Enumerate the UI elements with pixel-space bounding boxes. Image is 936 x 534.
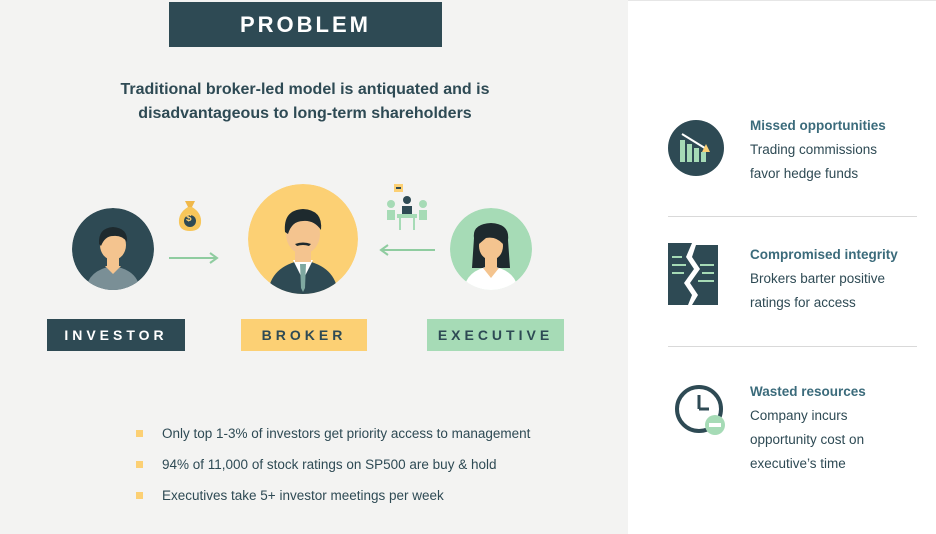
- meeting-icon: [385, 184, 429, 230]
- issue-text: Company incurs: [750, 408, 848, 423]
- bullet-text: 94% of 11,000 of stock ratings on SP500 …: [162, 457, 497, 472]
- broker-person-icon: [248, 184, 358, 294]
- investor-label: INVESTOR: [47, 319, 185, 351]
- issue-title: Compromised integrity: [750, 247, 898, 262]
- issue-title: Missed opportunities: [750, 118, 886, 133]
- issue-text: ratings for access: [750, 295, 856, 310]
- subtitle-line-2: disadvantageous to long-term shareholder…: [138, 105, 472, 122]
- bullet-text: Executives take 5+ investor meetings per…: [162, 488, 444, 503]
- issue-title: Wasted resources: [750, 384, 866, 399]
- title-banner: PROBLEM: [169, 2, 442, 47]
- bullet-square-icon: [136, 461, 143, 468]
- broker-avatar: [248, 184, 358, 294]
- issue-text: favor hedge funds: [750, 166, 859, 181]
- subtitle: Traditional broker-led model is antiquat…: [100, 78, 510, 126]
- executive-person-icon: [450, 208, 532, 290]
- executive-avatar: [450, 208, 532, 290]
- declining-chart-icon: [668, 120, 724, 176]
- arrow-to-broker: [168, 251, 220, 264]
- investor-person-icon: [72, 208, 154, 290]
- broker-label: BROKER: [241, 319, 367, 351]
- issue-text: Trading commissions: [750, 142, 878, 157]
- list-item: Only top 1-3% of investors get priority …: [136, 418, 530, 449]
- money-bag-icon: $: [176, 199, 204, 233]
- issue-compromised-integrity: Compromised integrity Brokers barter pos…: [750, 243, 898, 315]
- list-item: 94% of 11,000 of stock ratings on SP500 …: [136, 449, 530, 480]
- arrow-from-executive: [378, 243, 436, 256]
- torn-document-icon: [668, 243, 718, 305]
- bullet-text: Only top 1-3% of investors get priority …: [162, 426, 531, 441]
- subtitle-line-1: Traditional broker-led model is antiquat…: [120, 81, 490, 98]
- money-bag-symbol: $: [186, 213, 192, 224]
- issue-missed-opportunities: Missed opportunities Trading commissions…: [750, 114, 886, 186]
- executive-label: EXECUTIVE: [427, 319, 564, 351]
- bullet-list: Only top 1-3% of investors get priority …: [136, 418, 530, 511]
- divider: [668, 216, 917, 217]
- investor-avatar: [72, 208, 154, 290]
- bullet-square-icon: [136, 430, 143, 437]
- issue-wasted-resources: Wasted resources Company incurs opportun…: [750, 380, 866, 476]
- issue-text: opportunity cost on: [750, 432, 865, 447]
- divider: [668, 346, 917, 347]
- issue-text: Brokers barter positive: [750, 271, 886, 286]
- clock-minus-icon: [675, 385, 727, 437]
- page-title: PROBLEM: [240, 11, 371, 37]
- list-item: Executives take 5+ investor meetings per…: [136, 480, 530, 511]
- bullet-square-icon: [136, 492, 143, 499]
- issue-text: executive’s time: [750, 456, 846, 471]
